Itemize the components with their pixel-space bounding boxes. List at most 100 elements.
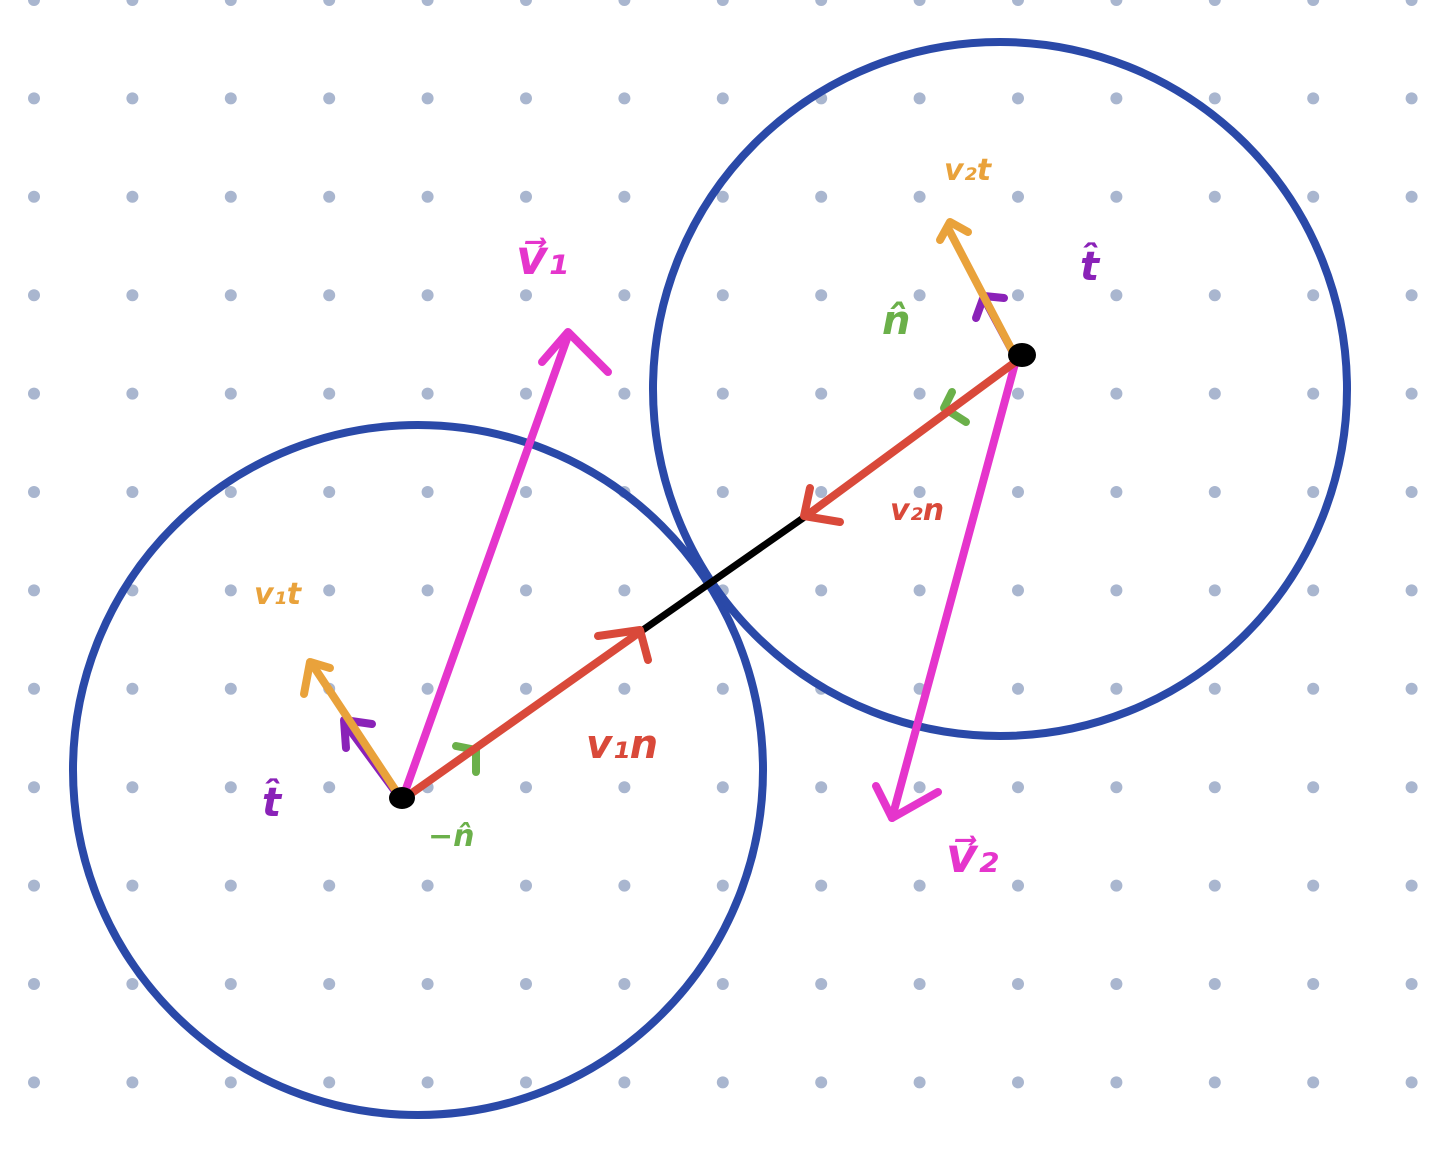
grid-dot (224, 92, 237, 105)
grid-dot (1208, 584, 1221, 597)
grid-dot (224, 190, 237, 203)
grid-dot (815, 387, 828, 400)
grid-dot (520, 92, 532, 105)
grid-dot (815, 1076, 828, 1089)
grid-dot (913, 584, 926, 597)
grid-dot (1110, 289, 1123, 302)
grid-dot (913, 289, 926, 302)
grid-dot (126, 387, 139, 400)
grid-dot (421, 0, 434, 6)
grid-dot (716, 190, 729, 203)
grid-dot (1307, 682, 1320, 695)
grid-dot (224, 584, 237, 597)
grid-dot (1307, 0, 1320, 6)
grid-dot (618, 1076, 631, 1089)
grid-dot (1307, 978, 1320, 990)
grid-dot (1405, 781, 1418, 794)
grid-dot (1208, 682, 1221, 695)
grid-dot (323, 289, 336, 302)
grid-dot (323, 486, 336, 498)
ball-1-circle (69, 421, 767, 1119)
grid-dot (1307, 289, 1320, 302)
grid-dot (618, 0, 631, 6)
grid-dot (323, 781, 336, 794)
grid-dot (28, 0, 40, 6)
grid-dot (520, 190, 532, 203)
grid-dot (1110, 190, 1123, 203)
grid-dot (28, 1076, 40, 1089)
grid-dot (1110, 978, 1123, 990)
v2t-arrow (936, 218, 1020, 362)
grid-dot (815, 879, 828, 892)
grid-dot (520, 584, 532, 597)
grid-dot (520, 1076, 532, 1089)
v1t-arrow (300, 658, 406, 804)
grid-dot (323, 1076, 336, 1089)
grid-dot (126, 289, 139, 302)
grid-dot (520, 289, 532, 302)
grid-dot (28, 682, 40, 695)
grid-dot (126, 781, 139, 794)
grid-dot (716, 978, 729, 990)
grid-dot (323, 387, 336, 400)
grid-dot (520, 978, 532, 990)
grid-dot (716, 289, 729, 302)
grid-dot (1012, 781, 1024, 794)
grid-dot (716, 0, 729, 6)
grid-dot (913, 92, 926, 105)
grid-dot (28, 92, 40, 105)
grid-dot (913, 387, 926, 400)
grid-dot (323, 190, 336, 203)
grid-dot (618, 289, 631, 302)
grid-dot (1208, 289, 1221, 302)
v2n-arrow (800, 356, 1022, 526)
grid-dot (1405, 879, 1418, 892)
grid-dot (618, 387, 631, 400)
dot-grid (28, 0, 1418, 1089)
v1-velocity-arrow (398, 328, 612, 804)
grid-dot (126, 879, 139, 892)
grid-dot (126, 486, 139, 498)
grid-dot (28, 190, 40, 203)
grid-dot (1208, 879, 1221, 892)
grid-dot (1307, 190, 1320, 203)
grid-dot (716, 682, 729, 695)
grid-dot (618, 879, 631, 892)
grid-dot (1012, 289, 1024, 302)
grid-dot (716, 781, 729, 794)
grid-dot (520, 0, 532, 6)
grid-dot (520, 682, 532, 695)
grid-dot (126, 0, 139, 6)
v1n-arrow (398, 626, 652, 804)
grid-dot (1012, 0, 1024, 6)
grid-dot (1405, 978, 1418, 990)
ball-2-center (1008, 343, 1036, 367)
grid-dot (421, 289, 434, 302)
grid-dot (1110, 0, 1123, 6)
grid-dot (913, 1076, 926, 1089)
grid-dot (1405, 289, 1418, 302)
grid-dot (618, 190, 631, 203)
grid-dot (421, 92, 434, 105)
grid-dot (224, 1076, 237, 1089)
grid-dot (28, 289, 40, 302)
grid-dot (1405, 486, 1418, 498)
grid-dot (1110, 682, 1123, 695)
grid-dot (421, 1076, 434, 1089)
grid-dot (126, 682, 139, 695)
grid-dot (224, 781, 237, 794)
grid-dot (28, 781, 40, 794)
grid-dot (520, 387, 532, 400)
grid-dot (1208, 978, 1221, 990)
grid-dot (815, 289, 828, 302)
grid-dot (1012, 682, 1024, 695)
grid-dot (1208, 92, 1221, 105)
grid-dot (224, 978, 237, 990)
grid-dot (618, 978, 631, 990)
grid-dot (421, 978, 434, 990)
grid-dot (1307, 584, 1320, 597)
grid-dot (1307, 387, 1320, 400)
grid-dot (1110, 92, 1123, 105)
ball-2-circle (649, 38, 1351, 740)
grid-dot (1307, 879, 1320, 892)
